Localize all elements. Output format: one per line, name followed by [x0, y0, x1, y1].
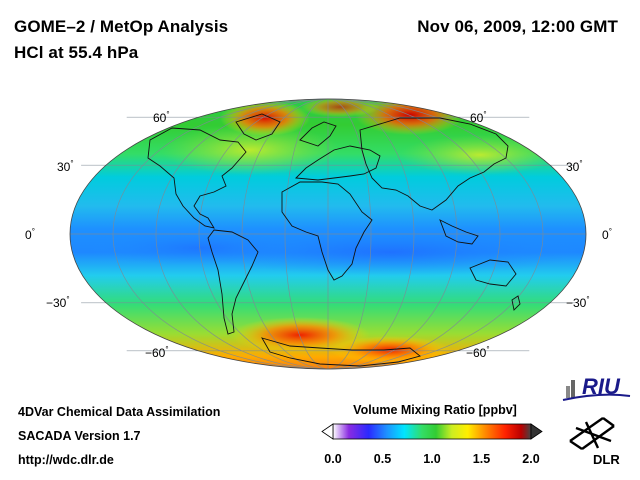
lat-label-60n-left: 60° — [153, 110, 170, 125]
colorbar-tick: 0.0 — [324, 452, 342, 466]
lat-label-30s-left: −30° — [46, 295, 70, 310]
riu-logo-icon — [562, 380, 631, 401]
lat-label-60s-right: −60° — [466, 345, 490, 360]
footer-version: SACADA Version 1.7 — [18, 429, 141, 443]
colorbar-max-arrow — [530, 423, 543, 440]
header-instrument: GOME–2 / MetOp Analysis — [14, 17, 229, 36]
colorbar — [321, 423, 543, 440]
lat-label-30n-left: 30° — [57, 159, 74, 174]
colorbar-tick: 1.0 — [423, 452, 441, 466]
header-quantity: HCl at 55.4 hPa — [14, 43, 139, 62]
riu-logo-text: RIU — [582, 374, 620, 399]
header-datetime: Nov 06, 2009, 12:00 GMT — [417, 17, 618, 36]
lat-label-60s-left: −60° — [145, 345, 169, 360]
lat-label-0-left: 0° — [25, 227, 35, 242]
lat-label-30n-right: 30° — [566, 159, 583, 174]
dlr-logo-icon — [569, 417, 615, 450]
colorbar-tick: 2.0 — [522, 452, 540, 466]
lat-label-0-right: 0° — [602, 227, 612, 242]
colorbar-min-arrow — [321, 423, 334, 440]
footer-url[interactable]: http://wdc.dlr.de — [18, 453, 114, 467]
coastlines — [147, 113, 521, 367]
footer-method: 4DVar Chemical Data Assimilation — [18, 405, 221, 419]
colorbar-gradient — [332, 423, 532, 440]
lat-label-60n-right: 60° — [470, 110, 487, 125]
colorbar-tick: 0.5 — [373, 452, 392, 466]
hcl-field — [70, 99, 586, 369]
map-border — [69, 98, 587, 370]
colorbar-tick: 1.5 — [472, 452, 491, 466]
colorbar-title: Volume Mixing Ratio [ppbv] — [353, 403, 517, 417]
lat-label-30s-right: −30° — [566, 295, 590, 310]
dlr-logo-text: DLR — [593, 452, 620, 467]
